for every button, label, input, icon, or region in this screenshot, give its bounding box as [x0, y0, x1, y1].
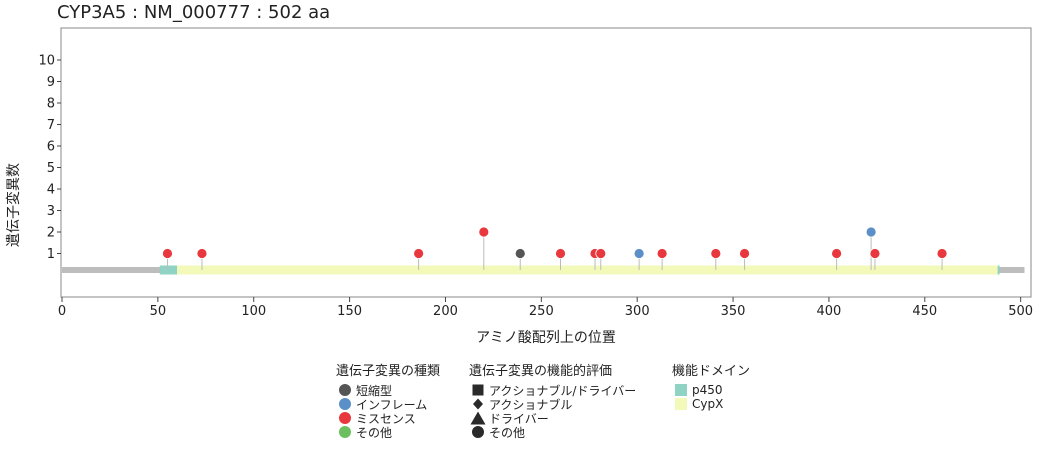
mutation-point-missense[interactable] — [162, 248, 173, 259]
x-tick-label: 300 — [625, 304, 650, 319]
mutation-point-missense[interactable] — [413, 248, 425, 259]
legend-item-other-swatch — [336, 425, 354, 439]
mutation-point-missense[interactable] — [196, 248, 208, 259]
legend-item-p450-label: p450 — [692, 383, 723, 397]
y-axis: 1 2 3 4 5 6 7 8 9 10 — [38, 54, 61, 262]
legend-item-truncating-swatch — [336, 383, 354, 397]
domain-cypx — [177, 265, 998, 275]
x-tick-label: 450 — [912, 304, 937, 319]
y-tick-label: 2 — [47, 226, 55, 241]
mutation-point-missense[interactable] — [595, 248, 607, 259]
x-tick-label: 400 — [817, 304, 842, 319]
x-axis-label: アミノ酸配列上の位置 — [476, 330, 616, 346]
y-tick-label: 3 — [47, 204, 55, 219]
legend-item-triangle-swatch — [469, 411, 487, 425]
legend-item-cypx: CypX — [672, 397, 750, 411]
mutation-point-missense[interactable] — [739, 248, 750, 259]
mutation-point-missense[interactable] — [478, 226, 490, 238]
legend-item-inframe-label: インフレーム — [356, 397, 428, 412]
y-tick-label: 8 — [47, 97, 55, 112]
mutation-stems — [166, 232, 943, 270]
legend-item-p450: p450 — [672, 383, 750, 397]
legend-item-cypx-swatch — [672, 397, 690, 411]
mutation-points — [162, 226, 948, 259]
legend-item-square: アクショナブル/ドライバー — [469, 383, 637, 398]
legend-title: 遺伝子変異の種類 — [336, 364, 441, 379]
legend-item-diamond-label: アクショナブル — [489, 397, 573, 412]
y-tick-label: 9 — [47, 75, 55, 90]
legend-item-square-swatch — [469, 383, 487, 397]
x-tick-label: 0 — [58, 304, 66, 319]
x-tick-label: 100 — [241, 304, 266, 319]
legend-item-circle-swatch — [469, 425, 487, 439]
legend-item-diamond: アクショナブル — [469, 397, 636, 412]
legend-domain: 機能ドメイン p450 CypX — [672, 360, 750, 411]
y-tick-label: 7 — [47, 118, 55, 133]
legend-functional-assessment: 遺伝子変異の機能的評価 アクショナブル/ドライバー アクショナブル ドライバー その他 — [469, 360, 637, 440]
legend-item-triangle-label: ドライバー — [489, 411, 549, 426]
mutation-point-missense[interactable] — [869, 248, 881, 259]
mutation-point-missense[interactable] — [656, 248, 668, 259]
legend-item-other-label: その他 — [356, 425, 393, 440]
chart-title: CYP3A5 : NM_000777 : 502 aa — [57, 2, 331, 23]
legend-item-cypx-label: CypX — [692, 397, 724, 411]
protein-backbone — [62, 265, 1025, 275]
legend-item-p450-swatch — [672, 383, 690, 397]
mutation-point-missense[interactable] — [710, 248, 722, 259]
y-tick-label: 4 — [47, 183, 55, 198]
plot-area — [60, 27, 1032, 298]
mutation-point-missense[interactable] — [555, 248, 566, 259]
legend-item-circle-label: その他 — [489, 425, 526, 440]
legend-title: 遺伝子変異の機能的評価 — [469, 364, 613, 379]
y-tick-label: 6 — [47, 140, 55, 155]
legend-title: 機能ドメイン — [672, 364, 751, 379]
mutation-point-missense[interactable] — [936, 248, 948, 259]
legend-item-missense: ミスセンス — [336, 411, 440, 426]
legend-item-square-label: アクショナブル/ドライバー — [489, 383, 637, 398]
x-tick-label: 250 — [529, 304, 554, 319]
y-axis-label: 遺伝子変異数 — [6, 163, 22, 247]
lollipop-chart: 1 2 3 4 5 6 7 8 9 10 0 50 100 150 200 250 300 350 400 450 5… — [38, 27, 1033, 319]
mutation-point-inframe[interactable] — [633, 248, 645, 259]
legend-item-missense-label: ミスセンス — [356, 411, 416, 426]
y-tick-label: 5 — [47, 161, 55, 176]
mutation-point-truncating[interactable] — [514, 248, 526, 259]
legend-item-truncating: 短縮型 — [336, 383, 440, 398]
mutation-point-inframe[interactable] — [865, 226, 877, 238]
x-tick-label: 50 — [150, 304, 167, 319]
y-tick-label: 10 — [38, 54, 55, 69]
mutation-point-missense[interactable] — [831, 248, 843, 259]
x-tick-label: 200 — [433, 304, 458, 319]
x-axis: 0 50 100 150 200 250 300 350 400 450 500 — [58, 297, 1033, 319]
legend-item-other: その他 — [336, 425, 440, 440]
legend-item-inframe: インフレーム — [336, 397, 440, 412]
x-tick-label: 350 — [721, 304, 746, 319]
y-tick-label: 1 — [47, 247, 55, 262]
legend-item-circle: その他 — [469, 425, 636, 440]
legend-item-truncating-label: 短縮型 — [356, 383, 393, 398]
legend-item-inframe-swatch — [336, 397, 354, 411]
legend-item-diamond-swatch — [469, 397, 487, 411]
legend-item-triangle: ドライバー — [469, 411, 636, 426]
legend-mutation-type: 遺伝子変異の種類 短縮型 インフレーム ミスセンス その他 — [336, 360, 441, 440]
legend-item-missense-swatch — [336, 411, 354, 425]
x-tick-label: 150 — [337, 304, 362, 319]
x-tick-label: 500 — [1008, 304, 1033, 319]
